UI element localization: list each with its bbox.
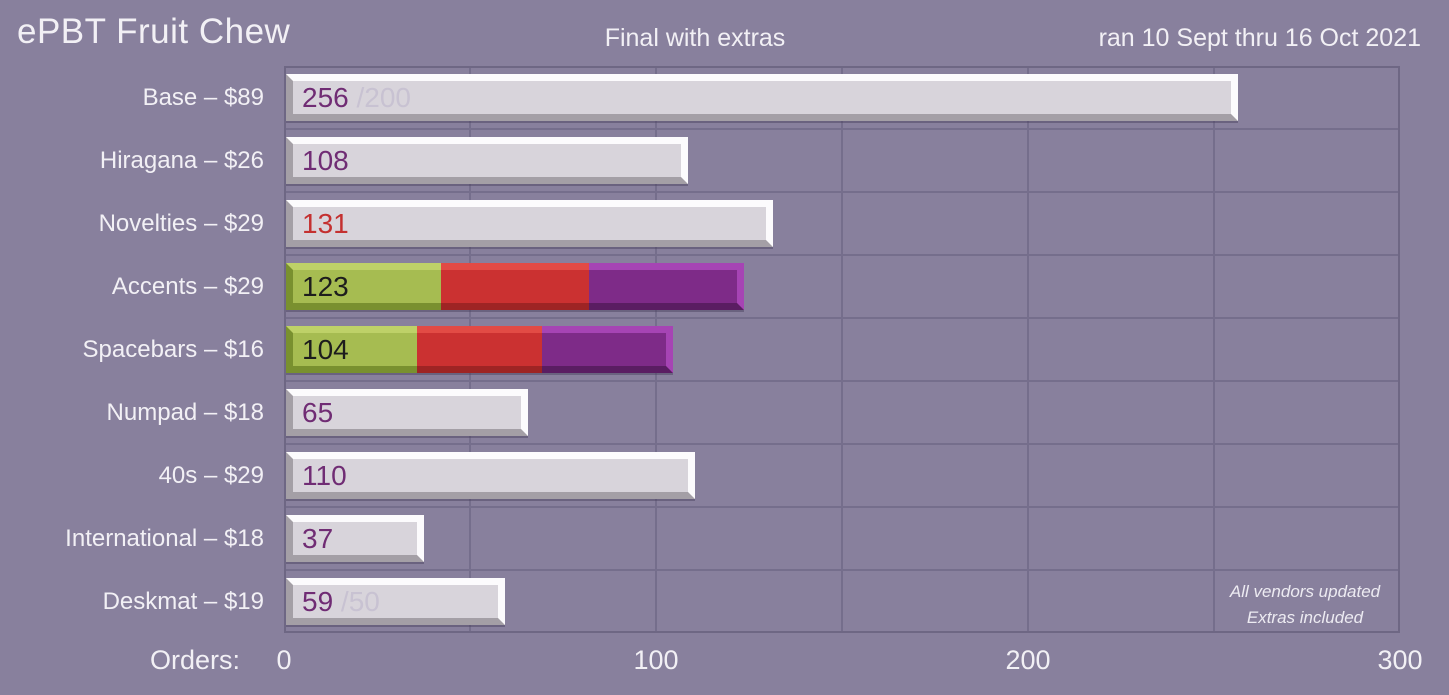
bar-value-label: 104: [302, 334, 349, 366]
x-tick-label: 100: [633, 645, 679, 675]
bar-value-label: 123: [302, 271, 349, 303]
x-tick-label: 200: [1005, 645, 1051, 675]
horizontal-gridline: [284, 254, 1400, 256]
horizontal-gridline: [284, 317, 1400, 319]
horizontal-gridline: [284, 443, 1400, 445]
bar: 256 /200: [286, 74, 1238, 121]
horizontal-gridline: [284, 569, 1400, 571]
bar-segment-gray: [286, 515, 424, 562]
category-label: Numpad – $18: [106, 398, 264, 426]
order-cap: /50: [333, 585, 380, 617]
bar: 59 /50: [286, 578, 505, 625]
bar-value-label: 108: [302, 145, 349, 177]
bar-segment-gray: [286, 137, 688, 184]
vertical-gridline: [1027, 66, 1029, 633]
bar-value-label: 110: [302, 460, 347, 492]
bar: 131: [286, 200, 773, 247]
bar-value-label: 131: [302, 208, 349, 240]
bar: 108: [286, 137, 688, 184]
footnote-line: All vendors updated: [1229, 582, 1381, 601]
horizontal-gridline: [284, 191, 1400, 193]
category-label: 40s – $29: [158, 461, 264, 489]
bar-segment-gray: [286, 578, 505, 625]
order-count: 59: [302, 585, 334, 617]
order-count: 123: [302, 270, 349, 302]
category-label: Deskmat – $19: [102, 587, 264, 615]
horizontal-gridline: [284, 128, 1400, 130]
bar-segment-purple: [541, 326, 674, 373]
category-label: Hiragana – $26: [99, 146, 264, 174]
footnote: All vendors updated Extras included: [1205, 579, 1405, 631]
bar: 110: [286, 452, 695, 499]
order-count: 104: [302, 333, 349, 365]
horizontal-gridline: [284, 506, 1400, 508]
x-axis-title: Orders:: [149, 645, 240, 675]
order-count: 108: [302, 144, 349, 176]
vertical-gridline: [1213, 66, 1215, 633]
bar-segment-green: [286, 326, 418, 373]
bar-segment-gray: [286, 200, 773, 247]
order-count: 131: [302, 207, 349, 239]
bar-value-label: 59 /50: [302, 586, 380, 618]
horizontal-gridline: [284, 380, 1400, 382]
chart-subtitle: Final with extras: [604, 24, 786, 52]
x-tick-label: 0: [276, 645, 292, 675]
bar: 65: [286, 389, 528, 436]
bar-segment-gray: [286, 452, 695, 499]
bar: 123: [286, 263, 744, 310]
bar: 37: [286, 515, 424, 562]
bar-value-label: 65: [302, 397, 333, 429]
category-label: Base – $89: [142, 83, 264, 111]
category-label: Accents – $29: [111, 272, 264, 300]
vertical-gridline: [841, 66, 843, 633]
bar-segment-green: [286, 263, 442, 310]
bar-segment-purple: [589, 263, 744, 310]
order-count: 65: [302, 396, 334, 428]
order-count: 37: [302, 522, 334, 554]
bar-value-label: 256 /200: [302, 82, 411, 114]
order-count: 256: [302, 81, 349, 113]
order-cap: /200: [348, 81, 411, 113]
footnote-line: Extras included: [1246, 608, 1364, 627]
bar: 104: [286, 326, 674, 373]
bar-value-label: 37: [302, 523, 333, 555]
date-range-label: ran 10 Sept thru 16 Oct 2021: [1098, 24, 1421, 52]
category-label: Novelties – $29: [98, 209, 264, 237]
bar-segment-red: [417, 326, 542, 373]
bar-segment-red: [441, 263, 590, 310]
x-tick-label: 300: [1377, 645, 1423, 675]
bar-segment-gray: [286, 74, 1238, 121]
order-count: 110: [302, 459, 347, 491]
plot-area-border: [284, 66, 1400, 633]
category-label: Spacebars – $16: [82, 335, 264, 363]
page-title: ePBT Fruit Chew: [17, 12, 291, 51]
bar-segment-gray: [286, 389, 528, 436]
category-label: International – $18: [65, 524, 264, 552]
